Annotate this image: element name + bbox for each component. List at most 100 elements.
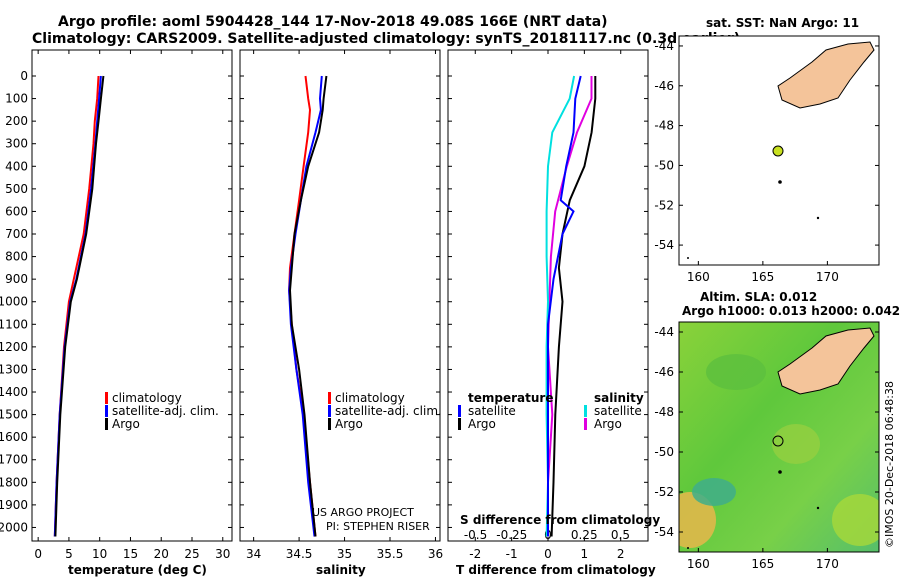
profile-location-marker [772, 145, 784, 157]
lat-tick-label: -54 [654, 525, 674, 539]
sla-anomaly-high [679, 492, 716, 548]
campbell-island [816, 506, 820, 510]
legend-swatch-t-argo [458, 418, 461, 430]
x-tick-label: 34 [246, 547, 261, 561]
legend-label-argo: Argo [112, 417, 140, 431]
depth-tick-label: 200 [5, 114, 28, 128]
lon-tick-label: 160 [687, 270, 710, 284]
temperature-frame [31, 49, 233, 542]
campbell-island [816, 216, 820, 220]
salinity-legend: climatology satellite-adj. clim. Argo [328, 391, 442, 431]
auckland-islands [778, 180, 782, 184]
x-tick-label: 35 [337, 547, 352, 561]
s-tick-label: 0.5 [611, 528, 630, 542]
lat-tick-label: -50 [654, 445, 674, 459]
altimetry-title-2: Argo h1000: 0.013 h2000: 0.042 [682, 304, 900, 318]
x-tick-label: 34.5 [286, 547, 313, 561]
depth-tick-label: 300 [5, 137, 28, 151]
difference-xlabel-top: S difference from climatology [460, 513, 660, 527]
legend-swatch-climatology [328, 392, 331, 404]
legend-swatch-argo [328, 418, 331, 430]
lat-tick-label: -48 [654, 119, 674, 133]
depth-tick-label: 800 [5, 250, 28, 264]
lat-tick-label: -44 [654, 325, 674, 339]
altimetry-map-ticks: -44 -46 -48 -50 -52 -54 160 165 170 [654, 325, 879, 571]
depth-tick-label: 1500 [0, 408, 28, 422]
x-tick-label: 15 [123, 547, 138, 561]
depth-tick-label: 1800 [0, 475, 28, 489]
depth-tick-label: 1700 [0, 453, 28, 467]
depth-tick-label: 2000 [0, 520, 28, 534]
legend-swatch-climatology [105, 392, 108, 404]
legend-label-climatology: climatology [112, 391, 182, 405]
temperature-panel: 0 5 10 15 20 25 30 climatology satellite-adj. … [31, 49, 233, 577]
auckland-islands [778, 470, 782, 474]
lat-tick-label: -46 [654, 365, 674, 379]
temperature-legend: climatology satellite-adj. clim. Argo [105, 391, 219, 431]
new-zealand-landmass [777, 327, 875, 395]
difference-panel: -2 -1 0 1 2-0.5 -0.25 0 0.25 0.5 temperature sat… [447, 49, 660, 577]
depth-tick-label: 1600 [0, 430, 28, 444]
sla-anomaly-north [706, 354, 766, 390]
legend-swatch-s-satellite [584, 405, 587, 417]
legend-label-climatology: climatology [335, 391, 405, 405]
depth-tick-label: 500 [5, 182, 28, 196]
depth-tick-label: 0 [20, 69, 28, 83]
series-t-satellite [547, 75, 582, 537]
legend-label-t-argo: Argo [468, 417, 496, 431]
depth-tick-label: 900 [5, 272, 28, 286]
depth-tick-label: 1000 [0, 295, 28, 309]
new-zealand-landmass [777, 41, 875, 109]
lat-tick-label: -46 [654, 79, 674, 93]
series-s-argo [546, 76, 593, 537]
legend-label-argo: Argo [335, 417, 363, 431]
altimetry-map: Altim. SLA: 0.012 Argo h1000: 0.013 h200… [654, 290, 900, 571]
lon-tick-label: 170 [816, 557, 839, 571]
depth-tick-label: 1100 [0, 317, 28, 331]
series-argo [288, 75, 328, 537]
lon-tick-label: 165 [751, 270, 774, 284]
lon-tick-label: 170 [816, 270, 839, 284]
s-tick-label: 0.25 [571, 528, 598, 542]
salinity-frame [239, 49, 441, 542]
legend-swatch-t-satellite [458, 405, 461, 417]
x-tick-label: 36 [428, 547, 443, 561]
sst-map: sat. SST: NaN Argo: 11 -44 -46 -48 -50 -52 -5… [654, 16, 880, 284]
credit-project: US ARGO PROJECT [312, 506, 414, 519]
altimetry-map-frame [678, 321, 880, 553]
sla-anomaly-east [832, 494, 879, 546]
legend-swatch-satellite [328, 405, 331, 417]
salinity-panel: 34 34.5 35 35.5 36 climatology satellite-adj… [239, 49, 443, 577]
s-tick-label: -0.25 [496, 528, 527, 542]
legend-swatch-satellite [105, 405, 108, 417]
temperature-ticks: 0 5 10 15 20 25 30 [32, 50, 232, 561]
x-tick-label: 0 [544, 547, 552, 561]
x-tick-label: -1 [506, 547, 518, 561]
lat-tick-label: -48 [654, 405, 674, 419]
depth-tick-label: 1400 [0, 385, 28, 399]
imos-credit: ©IMOS 20-Dec-2018 06:48:38 [883, 381, 896, 548]
legend-label-s-satellite: satellite [594, 404, 642, 418]
depth-tick-label: 600 [5, 204, 28, 218]
salinity-ticks: 34 34.5 35 35.5 36 [240, 50, 443, 561]
lat-tick-label: -50 [654, 158, 674, 172]
s-tick-label: -0.5 [464, 528, 487, 542]
legend-label-t-satellite: satellite [468, 404, 516, 418]
series-climatology [53, 75, 100, 537]
legend-swatch-argo [105, 418, 108, 430]
series-satellite [288, 75, 323, 537]
lat-tick-label: -44 [654, 39, 674, 53]
sst-map-ticks: -44 -46 -48 -50 -52 -54 160 165 170 [654, 39, 879, 284]
macquarie-island [687, 547, 689, 549]
legend-title-temperature: temperature [468, 391, 553, 405]
series-t-argo [550, 76, 597, 537]
lat-tick-label: -54 [654, 238, 674, 252]
depth-tick-label: 1300 [0, 362, 28, 376]
x-tick-label: 30 [215, 547, 230, 561]
sla-anomaly-low [692, 478, 736, 506]
salinity-series [288, 75, 328, 537]
title-line-2: Climatology: CARS2009. Satellite-adjuste… [32, 31, 740, 47]
legend-label-s-argo: Argo [594, 417, 622, 431]
x-tick-label: -2 [469, 547, 481, 561]
